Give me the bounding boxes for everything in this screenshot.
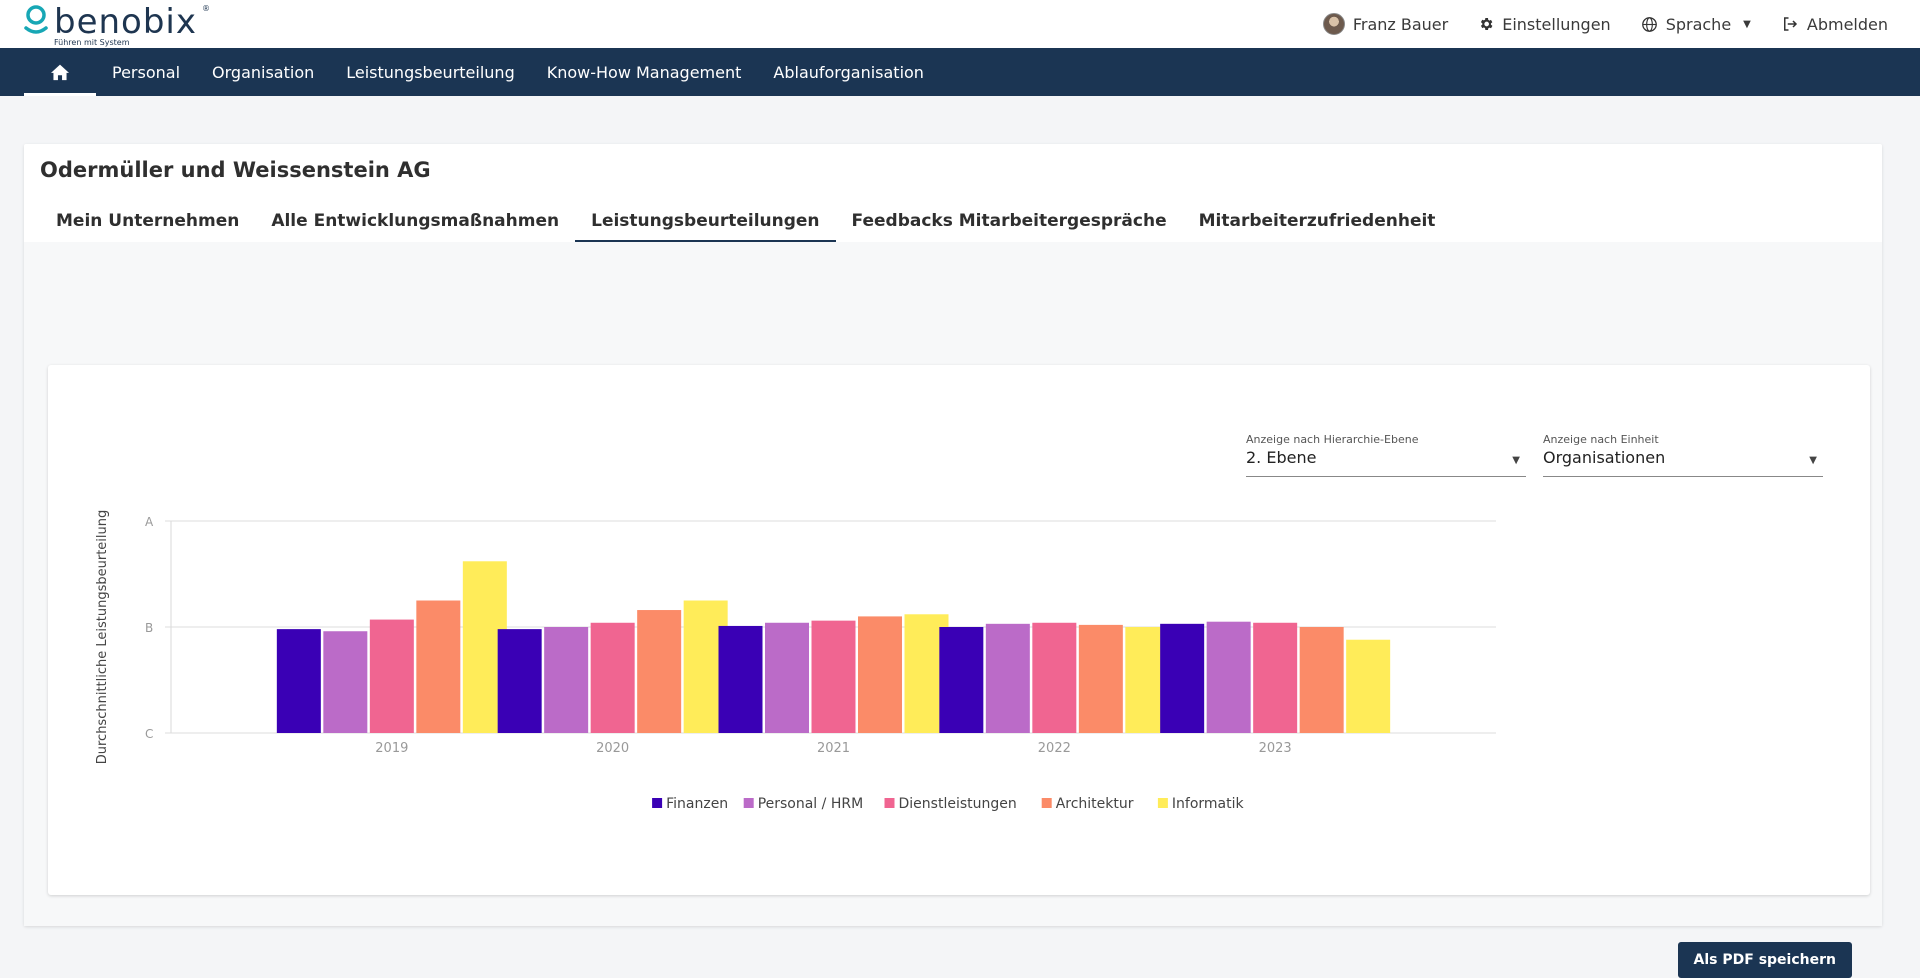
y-tick-label: C [145,727,153,741]
logout-link[interactable]: Abmelden [1781,15,1888,34]
bar [765,622,809,733]
hierarchy-select-value: 2. Ebene [1246,448,1317,467]
logout-label: Abmelden [1806,14,1888,34]
caret-down-icon: ▼ [1743,18,1751,30]
legend-swatch [743,798,754,808]
bar [1253,622,1298,733]
avatar [1322,13,1345,35]
x-tick-label: 2019 [375,741,408,756]
bar [858,616,902,733]
bar [718,625,763,733]
performance-bar-chart: A B C Durchschnittliche Leistungsbeurteilun… [95,510,1496,812]
caret-down-icon: ▼ [1512,455,1520,466]
bar [985,623,1030,733]
nav-item-organisation[interactable]: Organisation [212,62,315,82]
legend-swatch [884,798,895,808]
caret-down-icon: ▼ [1809,455,1817,466]
legend-label: Dienstleistungen [899,796,1017,812]
x-tick-label: 2022 [1038,741,1071,756]
legend-swatch [1041,798,1052,808]
tab-mein-unternehmen[interactable]: Mein Unternehmen [56,211,240,231]
user-name: Franz Bauer [1352,14,1449,34]
logo-mark-icon [24,5,48,34]
bar [369,619,414,733]
top-bar: benobix ® Führen mit System Franz Bauer … [0,0,1920,48]
language-menu[interactable]: Sprache ▼ [1641,15,1751,34]
y-tick-label: A [145,515,154,529]
language-label: Sprache [1665,14,1732,34]
legend-label: Informatik [1172,796,1245,812]
settings-link[interactable]: Einstellungen [1478,14,1611,34]
tab-content: Anzeige nach Hierarchie-Ebene 2. Ebene ▼… [24,242,1882,978]
page-title: Odermüller und Weissenstein AG [40,158,431,182]
tab-feedbacks-mitarbeitergespraeche[interactable]: Feedbacks Mitarbeitergespräche [851,211,1167,231]
y-tick-label: B [145,621,153,635]
bar [1299,627,1344,733]
nav-item-ablauforganisation[interactable]: Ablauforganisation [773,62,924,82]
bar [323,631,368,733]
unit-select[interactable]: Anzeige nach Einheit Organisationen ▼ [1543,433,1823,477]
globe-icon [1641,16,1657,32]
bar [1346,639,1391,733]
logo-text: benobix [54,2,197,42]
bar [497,629,542,733]
legend-label: Finanzen [666,796,728,812]
nav-item-know-how-management[interactable]: Know-How Management [546,62,742,82]
bar [939,627,984,733]
user-menu[interactable]: Franz Bauer [1322,13,1449,35]
main-navigation: Personal Organisation Leistungsbeurteilu… [0,48,1920,96]
bar [590,622,635,733]
company-card: Odermüller und Weissenstein AG Mein Unte… [24,144,1882,978]
hierarchy-select-label: Anzeige nach Hierarchie-Ebene [1246,433,1419,446]
tab-mitarbeiterzufriedenheit[interactable]: Mitarbeiterzufriedenheit [1198,211,1436,231]
bar [1206,621,1251,733]
bar [1160,623,1205,733]
hierarchy-select[interactable]: Anzeige nach Hierarchie-Ebene 2. Ebene ▼ [1246,433,1526,477]
chart-panel: Anzeige nach Hierarchie-Ebene 2. Ebene ▼… [48,365,1870,895]
bar [637,610,682,733]
x-tick-label: 2021 [817,741,850,756]
unit-select-label: Anzeige nach Einheit [1543,433,1659,446]
bar [276,629,321,733]
tab-alle-entwicklungsmassnahmen[interactable]: Alle Entwicklungsmaßnahmen [271,211,560,231]
bar [1032,622,1077,733]
legend-label: Architektur [1056,796,1134,812]
gear-icon [1481,18,1493,30]
y-axis-label: Durchschnittliche Leistungsbeurteilung [95,510,110,765]
tab-bar: Mein Unternehmen Alle Entwicklungsmaßnah… [40,206,1451,242]
bar [1078,624,1123,733]
logout-icon [1783,17,1797,31]
logo-tagline: Führen mit System [54,38,130,47]
legend-label: Personal / HRM [758,796,863,812]
home-icon [51,64,69,81]
x-tick-label: 2020 [596,741,629,756]
bar [811,620,856,733]
tab-leistungsbeurteilungen[interactable]: Leistungsbeurteilungen [575,206,836,242]
nav-item-leistungsbeurteilung[interactable]: Leistungsbeurteilung [346,62,515,82]
bar [416,600,461,733]
nav-home[interactable] [24,48,96,96]
logo-registered-mark: ® [202,4,210,13]
settings-label: Einstellungen [1502,14,1611,34]
bar [544,627,589,733]
legend-swatch [652,798,663,808]
benobix-logo[interactable]: benobix ® Führen mit System [24,2,224,47]
x-tick-label: 2023 [1259,741,1292,756]
save-pdf-button[interactable]: Als PDF speichern [1677,942,1852,978]
legend-swatch [1157,798,1168,808]
nav-item-personal[interactable]: Personal [112,62,181,82]
unit-select-value: Organisationen [1543,448,1666,467]
